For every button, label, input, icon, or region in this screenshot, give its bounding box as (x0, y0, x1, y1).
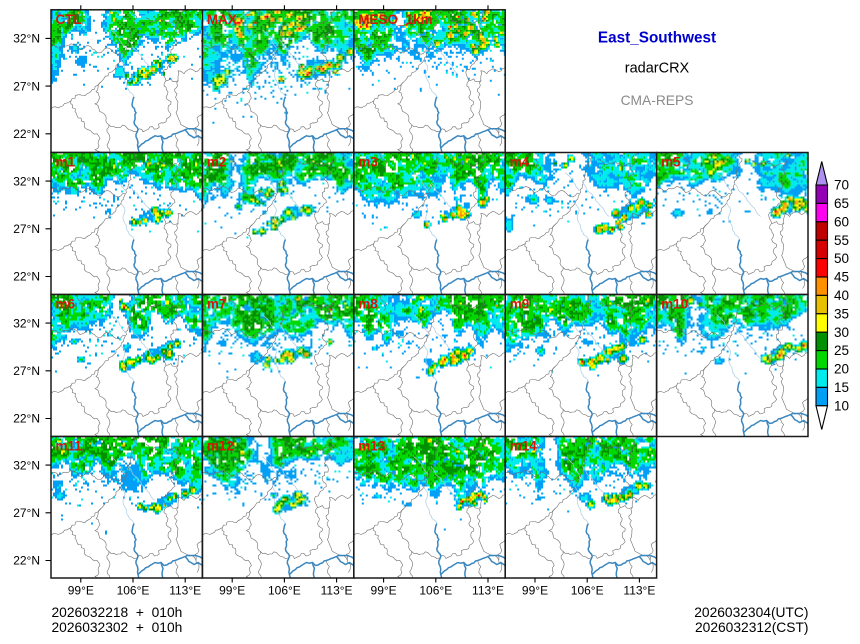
svg-text:113°E: 113°E (623, 584, 655, 598)
svg-text:99°E: 99°E (522, 584, 548, 598)
svg-text:MAX: MAX (207, 12, 237, 27)
svg-text:113°E: 113°E (169, 584, 201, 598)
svg-text:22°N: 22°N (13, 412, 40, 426)
svg-text:27°N: 27°N (13, 79, 40, 93)
svg-text:27°N: 27°N (13, 364, 40, 378)
svg-text:m4: m4 (510, 155, 530, 170)
svg-text:35: 35 (834, 306, 849, 321)
svg-text:50: 50 (834, 251, 849, 266)
svg-text:45: 45 (834, 270, 849, 285)
svg-text:106°E: 106°E (571, 584, 604, 598)
svg-text:15: 15 (834, 380, 849, 395)
svg-text:m12: m12 (207, 439, 234, 454)
svg-text:10: 10 (834, 398, 849, 413)
svg-text:27°N: 27°N (13, 222, 40, 236)
svg-text:m8: m8 (358, 297, 378, 312)
svg-text:m11: m11 (56, 439, 83, 454)
svg-text:m13: m13 (358, 439, 386, 454)
svg-text:65: 65 (834, 196, 849, 211)
svg-text:30: 30 (834, 325, 849, 340)
svg-text:99°E: 99°E (371, 584, 397, 598)
svg-text:m7: m7 (207, 297, 227, 312)
svg-text:m2: m2 (207, 155, 227, 170)
svg-text:2026032312(CST): 2026032312(CST) (695, 620, 809, 635)
svg-text:m6: m6 (56, 297, 76, 312)
svg-text:m14: m14 (510, 439, 538, 454)
svg-text:m9: m9 (510, 297, 530, 312)
svg-text:32°N: 32°N (13, 458, 40, 472)
svg-text:radarCRX: radarCRX (625, 61, 690, 77)
svg-text:60: 60 (834, 214, 849, 229)
svg-text:55: 55 (834, 233, 849, 248)
svg-text:East_Southwest: East_Southwest (598, 30, 716, 47)
svg-text:99°E: 99°E (68, 584, 94, 598)
svg-text:113°E: 113°E (321, 584, 353, 598)
svg-text:CMA-REPS: CMA-REPS (621, 93, 694, 108)
svg-text:40: 40 (834, 288, 849, 303)
svg-text:CTL: CTL (56, 12, 82, 27)
svg-text:2026032218 + 010h: 2026032218 + 010h (52, 605, 183, 620)
svg-text:m5: m5 (661, 155, 681, 170)
svg-text:106°E: 106°E (268, 584, 301, 598)
svg-text:25: 25 (834, 343, 849, 358)
svg-text:70: 70 (834, 178, 849, 193)
svg-text:2026032304(UTC): 2026032304(UTC) (694, 605, 808, 620)
svg-text:m1: m1 (56, 155, 76, 170)
svg-text:2026032302 + 010h: 2026032302 + 010h (52, 620, 183, 635)
svg-text:99°E: 99°E (219, 584, 245, 598)
svg-text:113°E: 113°E (472, 584, 504, 598)
svg-text:20: 20 (834, 362, 849, 377)
svg-text:106°E: 106°E (117, 584, 150, 598)
svg-text:22°N: 22°N (13, 127, 40, 141)
svg-text:m3: m3 (358, 155, 378, 170)
svg-text:32°N: 32°N (13, 316, 40, 330)
svg-text:27°N: 27°N (13, 506, 40, 520)
svg-text:22°N: 22°N (13, 554, 40, 568)
svg-text:106°E: 106°E (419, 584, 452, 598)
svg-text:32°N: 32°N (13, 32, 40, 46)
svg-text:m10: m10 (661, 297, 688, 312)
svg-text:22°N: 22°N (13, 270, 40, 284)
svg-text:MESO_1km: MESO_1km (358, 12, 432, 27)
svg-text:32°N: 32°N (13, 174, 40, 188)
